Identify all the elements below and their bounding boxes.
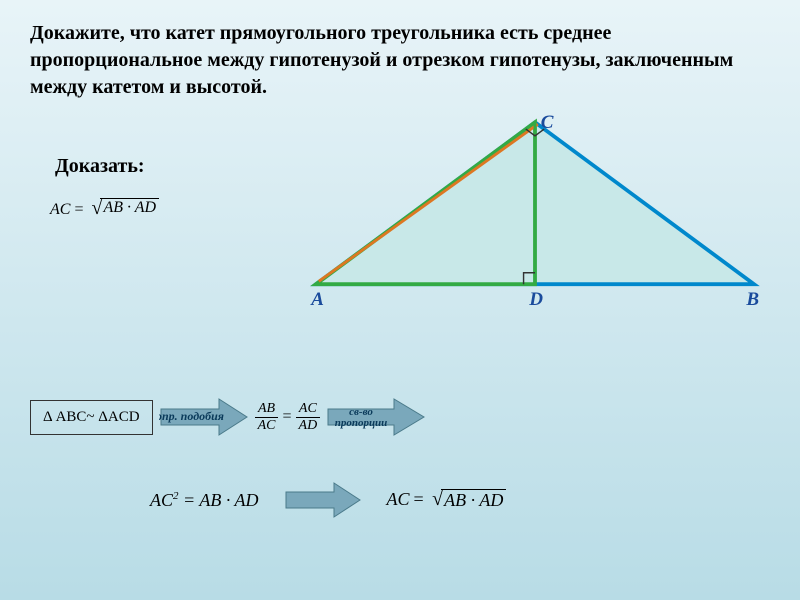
svg-text:B: B (745, 289, 759, 308)
arrow-icon: св-во пропорции (326, 395, 426, 439)
svg-text:C: C (541, 112, 554, 133)
triangle-diagram: A B C D (290, 108, 780, 308)
svg-text:опр. подобия: опр. подобия (159, 409, 224, 423)
result-final: AC= √AB · AD (387, 489, 507, 511)
prove-formula: AC= √AB · AD (50, 198, 159, 219)
svg-text:пропорции: пропорции (335, 417, 388, 429)
result-row: AC2 = AB · AD AC= √AB · AD (150, 480, 506, 520)
prove-label: Доказать: (55, 155, 145, 178)
theorem-statement: Докажите, что катет прямоугольного треуг… (30, 20, 770, 101)
arrow-icon: опр. подобия (159, 395, 249, 439)
proof-flow: Δ ABC~ ΔACD опр. подобия ABAC = ACAD св-… (30, 395, 780, 439)
arrow-icon (284, 480, 362, 520)
step-proportion: ABAC = ACAD (255, 401, 321, 434)
result-squared: AC2 = AB · AD (150, 490, 259, 511)
step-similarity: Δ ABC~ ΔACD (30, 400, 153, 435)
svg-text:D: D (528, 289, 543, 308)
svg-text:A: A (310, 289, 324, 308)
